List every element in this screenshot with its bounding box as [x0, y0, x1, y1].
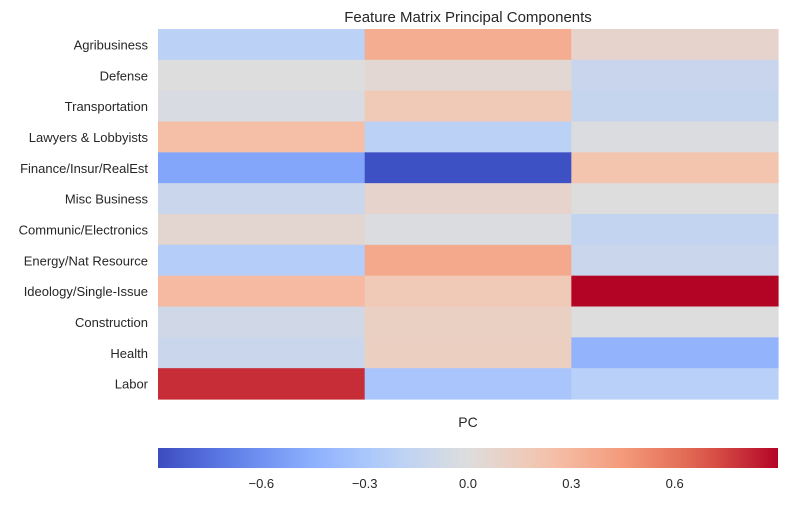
heatmap-cell — [571, 214, 779, 246]
heatmap-cell — [571, 90, 779, 123]
colorbar-tick-label: 0.6 — [666, 476, 684, 491]
row-label: Finance/Insur/RealEst — [20, 161, 148, 176]
heatmap-cell — [364, 121, 572, 153]
heatmap-cell — [158, 59, 366, 92]
heatmap-cell — [158, 306, 366, 338]
heatmap-cell — [364, 368, 572, 400]
heatmap-cell — [158, 244, 366, 277]
colorbar-tick-label: −0.6 — [248, 476, 274, 491]
heatmap-cell — [158, 121, 366, 153]
heatmap-cell — [364, 29, 572, 61]
row-label: Transportation — [65, 99, 148, 114]
heatmap-cell — [158, 183, 366, 215]
heatmap-cell — [571, 152, 779, 184]
colorbar-tick-label: 0.3 — [562, 476, 580, 491]
heatmap-cell — [364, 90, 572, 123]
heatmap-cell — [571, 306, 779, 338]
heatmap-cell — [158, 214, 366, 246]
heatmap-cell — [571, 183, 779, 215]
colorbar-ticks: −0.6 −0.3 0.0 0.3 0.6 — [248, 476, 683, 491]
heatmap-cell — [364, 214, 572, 246]
heatmap-cell — [364, 183, 572, 215]
heatmap-cell — [364, 275, 572, 308]
heatmap-cell — [158, 337, 366, 369]
heatmap-cell — [364, 59, 572, 92]
row-label: Lawyers & Lobbyists — [29, 130, 149, 145]
heatmap-cell — [364, 337, 572, 369]
row-label: Construction — [75, 315, 148, 330]
heatmap-cell — [571, 275, 779, 308]
heatmap-cell — [158, 368, 366, 400]
chart-title: Feature Matrix Principal Components — [344, 9, 592, 26]
row-label: Ideology/Single-Issue — [24, 284, 148, 299]
heatmap-cell — [364, 152, 572, 184]
row-label: Communic/Electronics — [19, 222, 149, 237]
row-label: Agribusiness — [74, 37, 149, 52]
heatmap-cells — [158, 29, 779, 400]
colorbar-tick-label: 0.0 — [459, 476, 477, 491]
heatmap-cell — [571, 59, 779, 92]
row-labels: Agribusiness Defense Transportation Lawyers… — [19, 37, 149, 391]
heatmap-cell — [571, 244, 779, 277]
heatmap-cell — [158, 275, 366, 308]
heatmap-cell — [158, 90, 366, 123]
heatmap-cell — [571, 29, 779, 61]
row-label: Defense — [100, 68, 148, 83]
row-label: Labor — [115, 377, 149, 392]
row-label: Health — [110, 346, 148, 361]
colorbar-tick-label: −0.3 — [352, 476, 378, 491]
heatmap-cell — [364, 244, 572, 277]
heatmap-cell — [571, 337, 779, 369]
x-axis-label: PC — [458, 414, 477, 430]
heatmap-cell — [158, 152, 366, 184]
heatmap-cell — [571, 368, 779, 400]
row-label: Misc Business — [65, 192, 149, 207]
row-label: Energy/Nat Resource — [24, 253, 148, 268]
heatmap-cell — [364, 306, 572, 338]
heatmap-cell — [571, 121, 779, 153]
heatmap-cell — [158, 29, 366, 61]
colorbar — [158, 448, 778, 468]
